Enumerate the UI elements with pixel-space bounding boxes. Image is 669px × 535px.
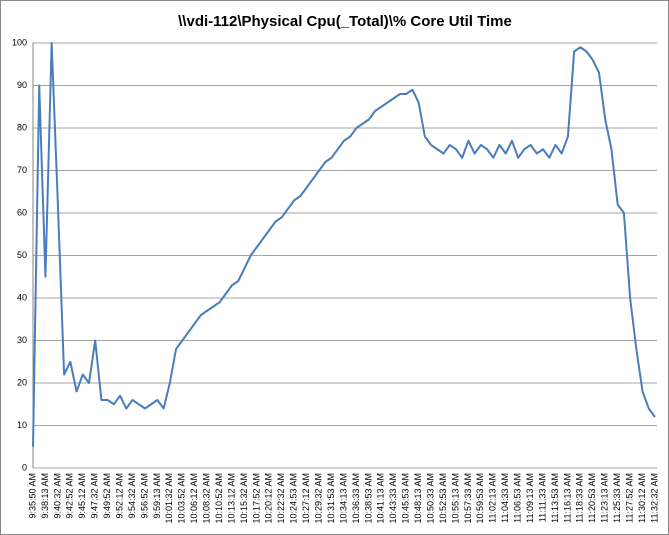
y-tick-label: 90 — [17, 80, 27, 90]
y-tick-label: 60 — [17, 207, 27, 217]
x-tick-label: 11:23:13 AM — [600, 473, 610, 523]
y-tick-label: 100 — [12, 37, 27, 47]
x-tick-label: 9:38:13 AM — [40, 473, 50, 519]
y-tick-label: 50 — [17, 250, 27, 260]
y-tick-label: 0 — [22, 462, 27, 472]
x-tick-label: 9:40:32 AM — [52, 473, 62, 519]
x-tick-label: 10:17:52 AM — [251, 473, 261, 524]
x-tick-label: 10:20:12 AM — [264, 473, 274, 524]
x-tick-label: 10:57:33 AM — [463, 473, 473, 524]
x-tick-label: 11:32:32 AM — [649, 473, 659, 523]
x-tick-label: 11:06:53 AM — [513, 473, 523, 523]
x-tick-label: 11:11:33 AM — [537, 473, 547, 522]
y-tick-label: 70 — [17, 165, 27, 175]
x-tick-label: 9:56:52 AM — [139, 473, 149, 519]
x-tick-label: 10:34:13 AM — [338, 473, 348, 524]
x-tick-label: 9:52:12 AM — [114, 473, 124, 519]
x-tick-label: 10:43:33 AM — [388, 473, 398, 524]
y-tick-label: 40 — [17, 292, 27, 302]
x-tick-label: 9:49:52 AM — [102, 473, 112, 519]
x-tick-label: 10:50:33 AM — [425, 473, 435, 524]
x-tick-label: 10:27:12 AM — [301, 473, 311, 524]
x-tick-label: 9:59:13 AM — [152, 473, 162, 519]
x-tick-label: 10:01:32 AM — [164, 473, 174, 524]
x-tick-label: 10:15:32 AM — [239, 473, 249, 524]
data-line — [32, 42, 656, 447]
x-tick-label: 11:16:13 AM — [562, 473, 572, 523]
x-tick-label: 11:13:53 AM — [550, 473, 560, 523]
x-tick-label: 10:10:52 AM — [214, 473, 224, 524]
x-tick-label: 9:54:32 AM — [127, 473, 137, 519]
x-tick-label: 10:52:53 AM — [438, 473, 448, 524]
x-tick-label: 10:36:33 AM — [351, 473, 361, 524]
x-tick-label: 10:24:53 AM — [289, 473, 299, 524]
x-tick-label: 11:02:13 AM — [488, 473, 498, 523]
y-tick-label: 80 — [17, 122, 27, 132]
x-tick-label: 10:45:53 AM — [401, 473, 411, 524]
x-tick-label: 10:29:32 AM — [313, 473, 323, 524]
x-tick-label: 10:03:52 AM — [177, 473, 187, 524]
x-tick-label: 10:22:32 AM — [276, 473, 286, 524]
x-tick-label: 10:38:53 AM — [363, 473, 373, 524]
x-tick-label: 11:20:53 AM — [587, 473, 597, 523]
x-tick-label: 10:59:53 AM — [475, 473, 485, 524]
x-tick-label: 10:41:13 AM — [376, 473, 386, 524]
x-tick-label: 10:48:13 AM — [413, 473, 423, 524]
x-tick-label: 11:04:33 AM — [500, 473, 510, 523]
x-tick-label: 11:09:13 AM — [525, 473, 535, 523]
x-tick-label: 9:45:12 AM — [77, 473, 87, 519]
x-tick-label: 10:06:12 AM — [189, 473, 199, 524]
x-tick-label: 10:08:32 AM — [202, 473, 212, 524]
x-tick-label: 11:25:33 AM — [612, 473, 622, 523]
x-tick-label: 9:47:32 AM — [90, 473, 100, 519]
y-tick-label: 20 — [17, 377, 27, 387]
x-tick-label: 10:55:13 AM — [450, 473, 460, 524]
x-tick-label: 10:13:12 AM — [226, 473, 236, 524]
x-tick-label: 10:31:53 AM — [326, 473, 336, 524]
x-tick-label: 11:27:52 AM — [624, 473, 634, 523]
x-tick-label: 9:42:52 AM — [65, 473, 75, 519]
x-tick-label: 9:35:50 AM — [27, 473, 37, 519]
x-tick-label: 11:30:12 AM — [637, 473, 647, 523]
y-tick-label: 30 — [17, 335, 27, 345]
chart-title: \\vdi-112\Physical Cpu(_Total)\% Core Ut… — [178, 13, 512, 30]
x-tick-label: 11:18:33 AM — [575, 473, 585, 523]
y-tick-label: 10 — [17, 420, 27, 430]
